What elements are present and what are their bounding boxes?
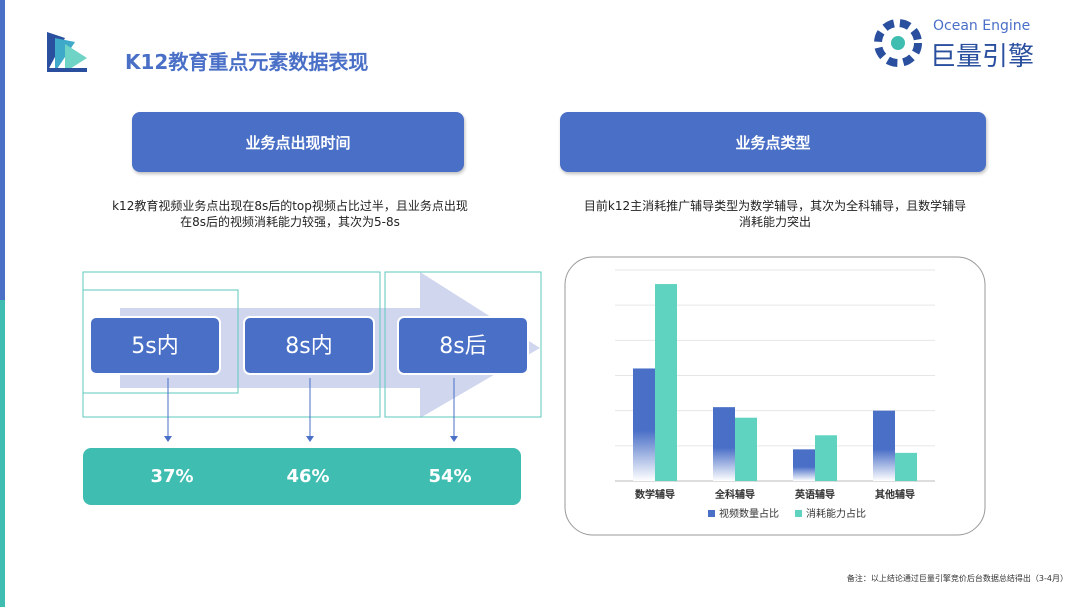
arrow-head (164, 436, 172, 442)
bar (633, 368, 655, 481)
logo-cn: 巨量引擎 (930, 42, 1035, 72)
legend-label: 消耗能力占比 (806, 507, 866, 520)
bar (713, 407, 735, 481)
title: K12教育重点元素数据表现 (125, 50, 369, 74)
desc-line: k12教育视频业务点出现在8s后的top视频占比过半，且业务点出现 (112, 199, 468, 213)
x-tick-label: 数学辅导 (635, 488, 675, 501)
legend-swatch (708, 510, 715, 517)
share-value: 54% (428, 466, 471, 487)
logo-en: Ocean Engine (933, 18, 1031, 34)
x-tick-label: 英语辅导 (794, 488, 835, 501)
arrow-head (306, 436, 314, 442)
outline (384, 271, 542, 418)
stage-box (89, 316, 221, 375)
bar (895, 452, 917, 481)
edge-strip (0, 0, 5, 300)
stage-box (397, 316, 529, 375)
bar (793, 449, 815, 481)
x-tick-label: 其他辅导 (875, 488, 915, 501)
bar (873, 410, 895, 481)
description: k12教育视频业务点出现在8s后的top视频占比过半，且业务点出现 在8s后的视频… (60, 198, 520, 230)
desc-line: 目前k12主消耗推广辅导类型为数学辅导，其次为全科辅导，且数学辅导 (583, 199, 967, 213)
logo-icon (47, 32, 87, 72)
logo-mark (874, 19, 922, 67)
timeline-diagram: 5s内 37% 8s内 46% 8s后 54% (82, 271, 542, 505)
stage-label: 8s内 (285, 334, 332, 359)
stage-label: 8s后 (439, 334, 486, 359)
x-tick-label: 全科辅导 (714, 488, 755, 501)
legend-swatch (795, 510, 802, 517)
arrow-head (450, 436, 458, 442)
share-bar (83, 448, 521, 505)
share-value: 37% (150, 466, 193, 487)
legend-label: 视频数量占比 (719, 507, 779, 520)
bar (735, 417, 757, 481)
chart-frame (564, 256, 986, 536)
stage-box (243, 316, 375, 375)
footnote: 备注：以上结论通过巨量引擎竞价后台数据总结得出（3-4月） (846, 574, 1068, 583)
section-heading: 业务点类型 (560, 112, 986, 172)
stage-label: 5s内 (131, 334, 178, 359)
share-value: 46% (286, 466, 329, 487)
section-heading: 业务点出现时间 (132, 112, 464, 172)
desc-line: 消耗能力突出 (738, 215, 811, 229)
edge-strip (0, 300, 5, 607)
description: 目前k12主消耗推广辅导类型为数学辅导，其次为全科辅导，且数学辅导 消耗能力突出 (540, 198, 1010, 230)
outline (82, 271, 381, 418)
bar (655, 284, 677, 481)
bar (815, 435, 837, 481)
desc-line: 在8s后的视频消耗能力较强，其次为5-8s (180, 215, 400, 229)
stages: 5s内 37% 8s内 46% 8s后 54% (89, 316, 529, 487)
